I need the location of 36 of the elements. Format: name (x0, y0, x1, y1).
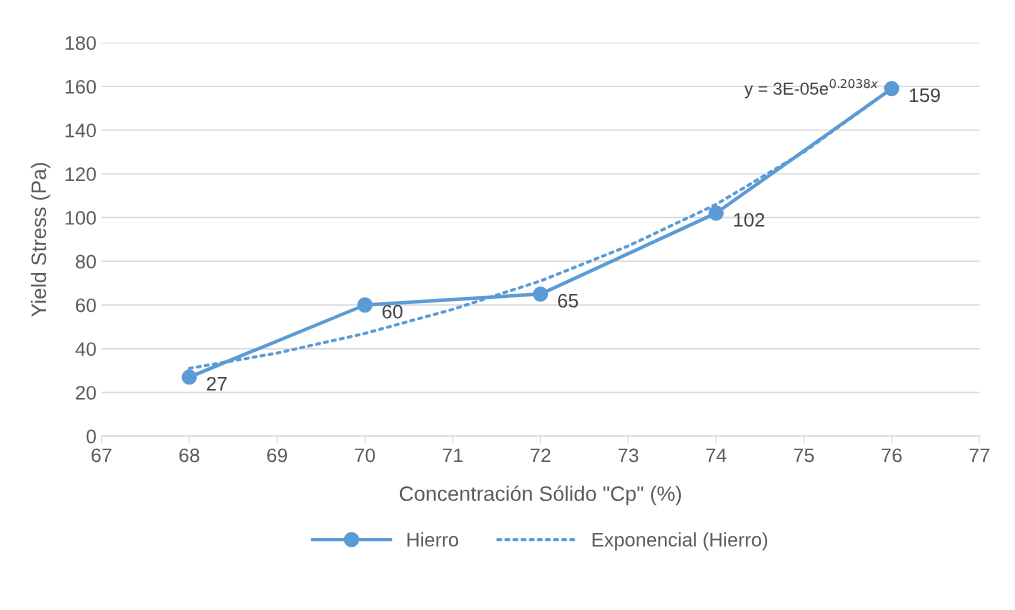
y-tick-label: 120 (65, 167, 96, 182)
legend-label: Hierro (407, 532, 459, 547)
data-label: 159 (909, 88, 940, 103)
point (884, 80, 900, 97)
y-tick-label: 180 (65, 36, 96, 50)
point (708, 205, 724, 221)
data-label: 65 (558, 293, 578, 308)
x-tick-label: 74 (706, 448, 727, 463)
y-tick-label: 60 (76, 298, 96, 313)
x-tick-label: 75 (794, 448, 814, 463)
x-tick-label: 76 (881, 448, 902, 463)
data-label: 27 (206, 376, 227, 391)
point (532, 286, 549, 302)
x-tick-label: 73 (618, 448, 639, 463)
x-axis-title: Concentración Sólido "Cp" (%) (399, 485, 681, 506)
y-tick-label: 100 (65, 211, 96, 225)
x-tick-label: 67 (91, 448, 112, 463)
y-tick-label: 140 (65, 123, 96, 138)
x-tick-label: 70 (355, 448, 375, 463)
point (181, 369, 197, 385)
x-tick-label: 77 (969, 448, 990, 463)
x-tick-label: 68 (179, 448, 200, 463)
y-tick-label: 160 (65, 79, 96, 94)
x-tick-label: 69 (267, 448, 287, 463)
legend-label: Exponencial (Hierro) (592, 532, 768, 551)
y-tick-label: 80 (75, 254, 96, 269)
data-label: 102 (734, 212, 765, 227)
y-tick-label: 40 (75, 342, 96, 356)
y-axis-title: Yield Stress (Pa) (30, 162, 51, 317)
annotation: y = 3E-05e$^{0.2038x}$ (744, 79, 879, 99)
data-label: 60 (382, 304, 403, 319)
x-tick-label: 72 (530, 448, 551, 463)
y-tick-label: 20 (75, 385, 96, 400)
point (357, 297, 373, 313)
x-tick-label: 71 (442, 448, 463, 463)
y-tick-label: 0 (86, 429, 96, 444)
